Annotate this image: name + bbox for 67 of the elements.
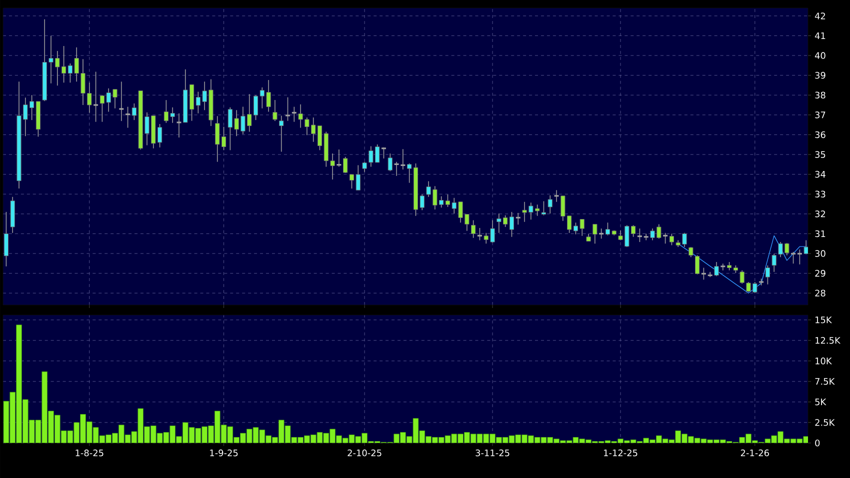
y-tick-label: 42	[814, 12, 826, 20]
candlestick	[548, 194, 552, 214]
candlestick	[118, 81, 124, 122]
x-tick-label: 2-1-26	[740, 450, 769, 456]
candlestick	[720, 263, 726, 271]
x-tick-label: 1-12-25	[604, 450, 638, 456]
candlestick	[284, 96, 291, 122]
candlestick	[356, 164, 360, 191]
candlestick	[407, 163, 412, 184]
candlestick	[92, 71, 99, 122]
candlestick	[362, 161, 367, 172]
y-tick-label: 32	[815, 210, 826, 218]
candlestick	[336, 149, 342, 168]
x-tick-label: 3-11-25	[476, 450, 510, 456]
candlestick	[598, 228, 604, 240]
candlestick	[471, 220, 476, 238]
candlestick	[541, 200, 546, 216]
candlestick	[643, 233, 650, 241]
y-tick-label: 33	[815, 190, 826, 198]
y-tick-label: 0	[815, 440, 820, 446]
y-tick-label: 5K	[815, 398, 826, 406]
candlestick	[695, 254, 700, 275]
y-tick-label: 12.5K	[816, 337, 841, 344]
candlestick	[765, 264, 770, 285]
y-tick-label: 38	[815, 92, 826, 98]
x-tick-label: 2-10-25	[348, 450, 382, 456]
x-tick-label: 1-8-25	[76, 450, 104, 456]
candlestick	[796, 249, 803, 265]
y-tick-label: 2.5K	[815, 419, 835, 426]
y-tick-label: 40	[814, 52, 826, 59]
candlestick	[509, 212, 514, 238]
candlestick	[445, 194, 450, 208]
candlestick	[515, 212, 522, 225]
y-tick-label: 39	[815, 72, 826, 79]
y-tick-label: 36	[815, 131, 826, 138]
y-tick-label: 31	[815, 230, 826, 238]
y-tick-label: 10K	[816, 358, 832, 364]
y-tick-label: 35	[815, 151, 826, 158]
candlestick	[317, 125, 322, 151]
candlestick	[580, 218, 584, 236]
candlestick	[790, 252, 796, 264]
y-tick-label: 30	[815, 250, 826, 257]
y-tick-label: 34	[815, 170, 826, 178]
candlestick	[343, 156, 348, 174]
y-tick-label: 15K	[816, 316, 832, 324]
candlestick	[662, 232, 668, 244]
candlestick	[476, 228, 483, 241]
candlestick	[279, 115, 284, 152]
y-tick-label: 37	[815, 112, 826, 118]
candlestick	[124, 106, 131, 128]
candlestick	[349, 174, 354, 189]
candlestick	[573, 222, 578, 235]
y-tick-label: 29	[815, 270, 826, 277]
candlestick	[772, 253, 776, 272]
y-tick-label: 28	[815, 290, 826, 296]
y-tick-label: 7.5K	[815, 378, 835, 385]
candlestick	[636, 228, 643, 242]
x-tick-label: 1-9-25	[210, 450, 238, 456]
candlestick	[272, 100, 278, 122]
candlestick	[388, 153, 392, 172]
candlestick	[700, 267, 707, 280]
candlestick	[253, 94, 258, 120]
y-tick-label: 41	[814, 32, 826, 39]
candlestick	[669, 233, 674, 246]
candlestick	[420, 194, 424, 211]
candlestick	[4, 212, 9, 267]
candlestick	[291, 106, 298, 122]
